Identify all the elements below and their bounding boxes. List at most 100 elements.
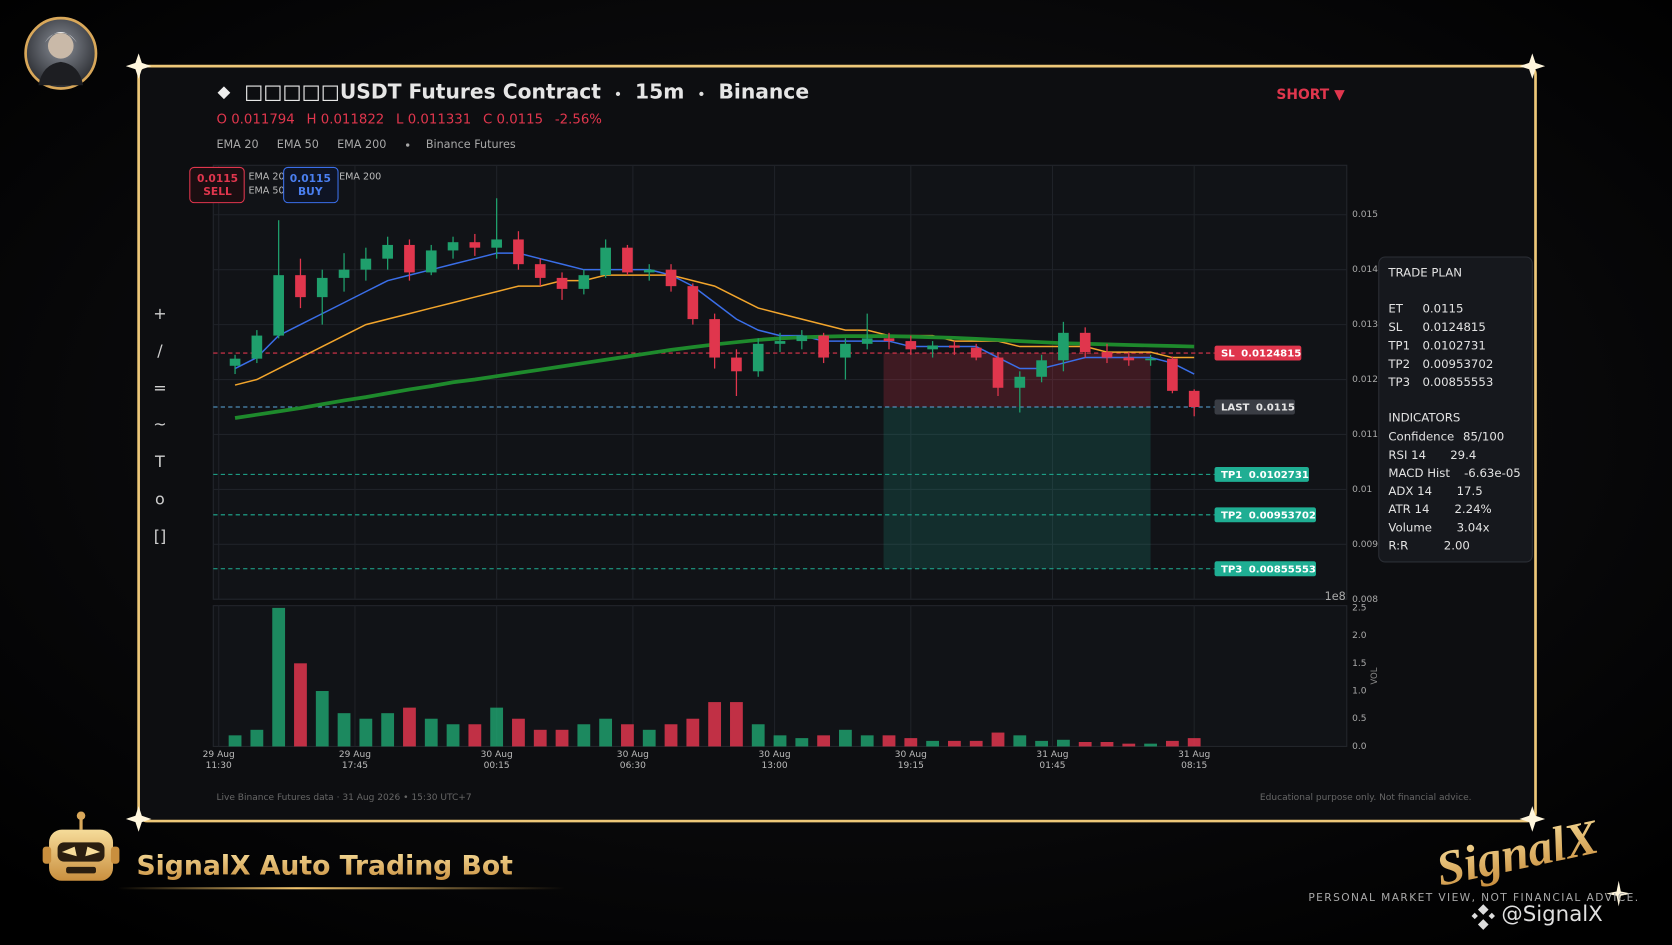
plan-key: TP3 (1387, 375, 1410, 389)
sell-badge[interactable] (189, 166, 245, 204)
ohlc-key: L (396, 112, 404, 127)
volume-tick-label: 2.0 (1352, 631, 1367, 641)
volume-bar (773, 735, 787, 747)
y-tick-label: 0.008 (1352, 595, 1378, 605)
glow-line (117, 887, 566, 890)
candle-body (905, 341, 917, 350)
candle-body (731, 357, 742, 372)
x-tick-label: 30 Aug 19:15 (894, 749, 927, 771)
legend-item: EMA 200 (337, 138, 386, 151)
candle-body (992, 357, 1004, 388)
tool-button[interactable]: o (155, 489, 165, 509)
y-tick-label: 0.014 (1352, 265, 1378, 275)
y-tick-label: 0.011 (1352, 430, 1378, 440)
tool-button[interactable]: ~ (153, 415, 167, 435)
candle-body (382, 244, 393, 259)
chart-legend: EMA 20 EMA 50 EMA 200 (248, 172, 381, 197)
indicator-key: ATR 14 (1388, 502, 1429, 516)
interval: 15m (635, 79, 684, 103)
candle-body (1188, 390, 1200, 408)
candle-body (229, 358, 241, 366)
level-value: 0.0102731 (1249, 470, 1309, 481)
handle: @SignalX (1501, 902, 1602, 927)
tool-button[interactable]: + (153, 303, 167, 324)
volume-bar (1078, 741, 1092, 747)
buy-badge[interactable] (283, 166, 339, 204)
ema-line (234, 274, 1195, 386)
x-tick-label: 31 Aug 08:15 (1178, 749, 1211, 771)
robot-icon (42, 811, 120, 881)
chart: 0.008 0.009 0.01 0.011 0.012 0.013 0.014 0.015 1… (213, 165, 1380, 752)
y-tick-label: 0.01 (1352, 485, 1372, 495)
candle-body (316, 277, 328, 298)
tool-button[interactable]: [] (153, 526, 167, 546)
candle-body (360, 258, 372, 270)
indicator-value: 17.5 (1457, 484, 1483, 498)
ema-line (234, 252, 1195, 375)
volume-bar (577, 724, 591, 747)
reward-zone (883, 407, 1151, 569)
x-tick-label: 31 Aug 01:45 (1036, 749, 1069, 771)
candle-body (1014, 376, 1026, 388)
volume-bar (751, 724, 765, 747)
tool-button[interactable]: T (155, 452, 165, 472)
y-offset-label: 1e8 (1325, 590, 1346, 603)
volume-bar (512, 718, 525, 747)
volume-bar (795, 738, 809, 747)
candle-body (513, 239, 524, 265)
level-label: TP1 0.0102731 (1214, 466, 1309, 482)
volume-bar (882, 735, 896, 747)
candle-body (251, 335, 263, 359)
indicators-title: INDICATORS (1388, 411, 1460, 425)
volume-bar (708, 702, 722, 747)
level-label: SL 0.0124815 (1214, 345, 1302, 361)
volume-bar (839, 729, 852, 747)
tool-button[interactable]: = (153, 378, 167, 398)
level-label-bg (1214, 466, 1309, 482)
footer-left: Live Binance Futures data · 31 Aug 2026 … (216, 793, 471, 803)
binance-icon (1471, 904, 1495, 930)
level-value: 0.0115 (1256, 403, 1295, 414)
volume-bar (686, 718, 700, 747)
sell-price: 0.0115 (197, 172, 238, 185)
plan-key: ET (1388, 302, 1403, 316)
volume-tick-label: 1.5 (1352, 659, 1366, 669)
ohlc-value: 0.011331 (408, 112, 472, 127)
ohlc-value: 0.011822 (321, 112, 385, 127)
volume-bar (1013, 735, 1027, 747)
frame-sparkles (125, 53, 1632, 907)
ohlc-key: O (216, 112, 226, 127)
candle-body (949, 345, 960, 348)
level-label-text: TP1 0.0102731 (1221, 470, 1309, 481)
level-label-bg (1214, 345, 1302, 361)
volume-panel (212, 605, 1348, 747)
buy-price: 0.0115 (290, 172, 331, 185)
ohlc-value: 0.0115 (497, 112, 544, 127)
exchange: Binance (718, 79, 809, 103)
ohlc-value: 0.011794 (231, 112, 295, 127)
volume-bar (250, 729, 264, 747)
volume-bar (642, 729, 656, 747)
indicator-key: RSI 14 (1388, 448, 1426, 462)
tool-button[interactable]: / (157, 341, 163, 361)
volume-bar (991, 732, 1005, 747)
indicator-key: R:R (1388, 538, 1408, 552)
buy-label: BUY (298, 185, 323, 198)
candle-body (818, 335, 829, 358)
level-name: LAST (1221, 403, 1250, 414)
level-name: TP1 (1221, 470, 1242, 481)
level-name: SL (1221, 349, 1235, 360)
trade-plan: TRADE PLAN ET 0.0115 SL 0.0124815 TP1 0.010273… (1387, 265, 1520, 552)
candle-body (1036, 360, 1047, 377)
tagline: PERSONAL MARKET VIEW, NOT FINANCIAL ADVI… (1308, 891, 1639, 904)
candle-body (404, 244, 415, 273)
volume-bar (533, 729, 547, 747)
indicator-key: MACD Hist (1388, 466, 1450, 480)
y-tick-label: 0.009 (1352, 540, 1378, 550)
volume-bar (948, 740, 961, 747)
side-selector[interactable]: SHORT ▼ (1276, 87, 1345, 103)
volume-tick-label: 0.0 (1352, 742, 1367, 752)
candle-body (1079, 332, 1091, 353)
volume-tick-label: 1.0 (1352, 687, 1367, 697)
